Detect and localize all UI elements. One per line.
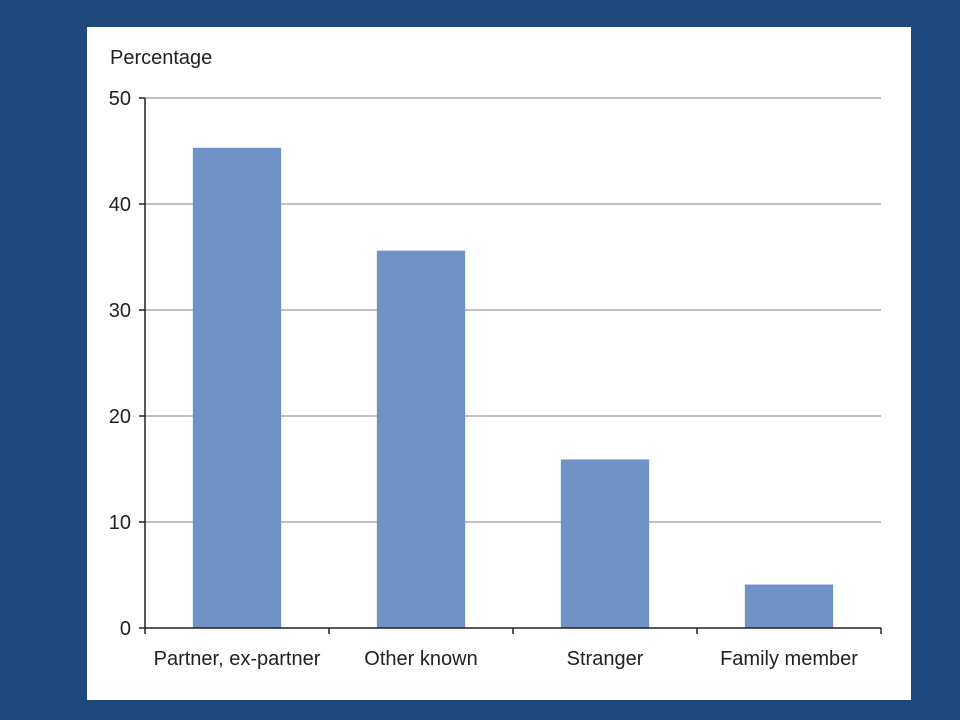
y-axis-label: Percentage bbox=[110, 47, 212, 69]
x-tick-labels: Partner, ex-partner Other known Stranger Fa… bbox=[154, 648, 859, 670]
y-tick-label: 0 bbox=[120, 618, 131, 640]
y-tick-label: 20 bbox=[109, 406, 131, 428]
axes bbox=[139, 97, 882, 634]
x-tick-label: Stranger bbox=[567, 648, 644, 670]
bar-stranger bbox=[560, 459, 650, 628]
bar-partner-ex-partner bbox=[192, 147, 282, 628]
x-tick-label: Other known bbox=[364, 648, 477, 670]
y-tick-label: 10 bbox=[109, 512, 131, 534]
y-tick-labels: 0 10 20 30 40 50 bbox=[109, 88, 131, 640]
chart-panel: Percentage 0 10 20 30 40 50 Partner, ex-partn… bbox=[87, 27, 911, 700]
y-tick-label: 30 bbox=[109, 300, 131, 322]
bar-chart: Percentage 0 10 20 30 40 50 Partner, ex-partn… bbox=[109, 47, 882, 670]
bar-other-known bbox=[376, 250, 466, 628]
x-tick-label: Family member bbox=[720, 648, 858, 670]
y-tick-label: 40 bbox=[109, 194, 131, 216]
bar-family-member bbox=[744, 584, 834, 628]
bars bbox=[192, 147, 834, 628]
x-tick-label: Partner, ex-partner bbox=[154, 648, 321, 670]
y-tick-label: 50 bbox=[109, 88, 131, 110]
